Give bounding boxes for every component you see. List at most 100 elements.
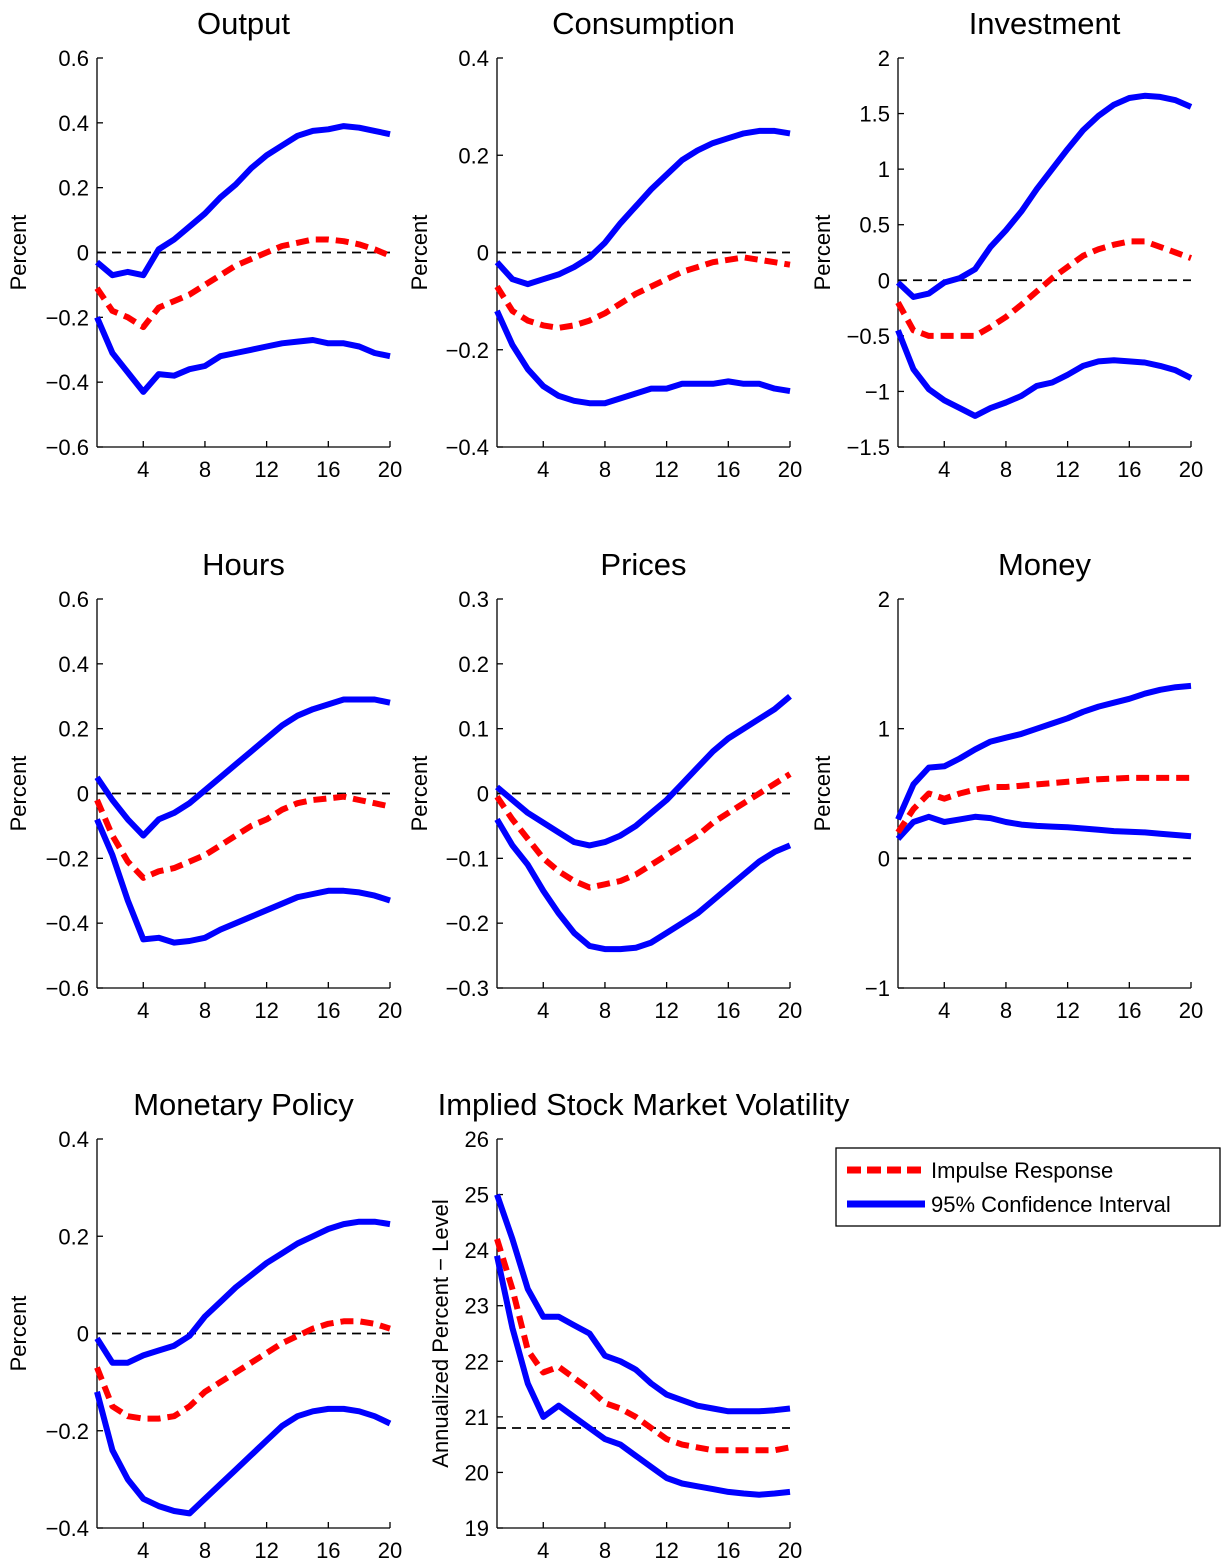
y-tick-label: 19 <box>465 1516 489 1541</box>
y-tick-label: 2 <box>878 46 890 71</box>
y-tick-label: 0 <box>77 782 89 807</box>
chart-title: Monetary Policy <box>133 1087 354 1122</box>
chart-prices: Prices Percent −0.3 −0.2 −0.1 0 0.1 0.2 0.3 4 8 12 1… <box>407 547 802 1023</box>
x-tick-label: 8 <box>599 998 611 1023</box>
y-tick-label: 0 <box>878 846 890 871</box>
x-tick-label: 4 <box>938 457 950 482</box>
y-tick-label: −0.4 <box>46 1516 89 1541</box>
y-tick-label: 26 <box>465 1127 489 1152</box>
x-tick-label: 8 <box>199 457 211 482</box>
y-axis-label: Percent <box>6 1296 31 1372</box>
confidence-lower-line <box>494 1255 791 1498</box>
x-tick-label: 16 <box>716 1538 740 1563</box>
confidence-upper-line <box>94 696 391 839</box>
y-tick-label: 0.2 <box>458 652 489 677</box>
x-tick-label: 16 <box>716 998 740 1023</box>
chart-title: Output <box>197 6 290 41</box>
x-tick-label: 4 <box>137 998 149 1023</box>
confidence-upper-line <box>895 682 1192 821</box>
x-tick-label: 4 <box>137 457 149 482</box>
y-axis-label: Percent <box>6 756 31 832</box>
y-tick-label: −0.2 <box>46 846 89 871</box>
y-axis-label: Percent <box>407 215 432 291</box>
y-tick-label: 1 <box>878 717 890 742</box>
y-tick-label: 0.6 <box>58 587 89 612</box>
y-tick-label: 24 <box>465 1238 489 1263</box>
x-tick-label: 16 <box>1117 457 1141 482</box>
y-tick-label: 25 <box>465 1183 489 1208</box>
x-tick-label: 8 <box>1000 457 1012 482</box>
x-tick-label: 20 <box>378 1538 402 1563</box>
x-tick-label: 4 <box>938 998 950 1023</box>
confidence-upper-line <box>95 123 391 279</box>
y-tick-label: 1 <box>878 157 890 182</box>
x-tick-label: 12 <box>1055 457 1079 482</box>
x-tick-label: 20 <box>378 998 402 1023</box>
y-axis-label: Annualized Percent − Level <box>428 1199 453 1467</box>
y-tick-label: −1 <box>865 379 890 404</box>
chart-monetary-policy: Monetary Policy Percent −0.4 −0.2 0 0.2 0.4 4 8 1… <box>6 1087 402 1563</box>
chart-hours: Hours Percent −0.6 −0.4 −0.2 0 0.2 0.4 0.6 4 8 12 16… <box>6 547 402 1023</box>
impulse-response-line <box>94 1318 391 1422</box>
y-tick-label: 1.5 <box>859 102 890 127</box>
y-tick-label: 0.4 <box>58 652 89 677</box>
x-tick-label: 8 <box>199 998 211 1023</box>
y-axis-label: Percent <box>810 215 835 291</box>
y-axis-label: Percent <box>810 756 835 832</box>
x-tick-label: 8 <box>599 1538 611 1563</box>
confidence-lower-line <box>895 813 1192 841</box>
legend: Impulse Response 95% Confidence Interval <box>835 1147 1221 1227</box>
x-tick-label: 12 <box>1055 998 1079 1023</box>
y-tick-label: 0 <box>878 268 890 293</box>
legend-impulse-label: Impulse Response <box>931 1158 1113 1183</box>
y-tick-label: 22 <box>465 1349 489 1374</box>
chart-title: Prices <box>600 547 686 582</box>
impulse-response-line <box>94 793 391 881</box>
y-tick-label: −0.2 <box>446 911 489 936</box>
confidence-lower-line <box>494 817 792 953</box>
confidence-upper-line <box>494 127 791 288</box>
y-tick-label: 0 <box>77 241 89 266</box>
y-tick-label: 2 <box>878 587 890 612</box>
x-tick-label: 8 <box>599 457 611 482</box>
x-tick-label: 16 <box>316 1538 340 1563</box>
y-tick-label: 0.4 <box>458 46 489 71</box>
y-tick-label: −0.6 <box>46 976 89 1001</box>
y-tick-label: −1 <box>865 976 890 1001</box>
chart-title: Money <box>998 547 1092 582</box>
confidence-lower-line <box>94 818 391 946</box>
x-tick-label: 20 <box>778 998 802 1023</box>
impulse-response-line <box>895 238 1193 339</box>
y-tick-label: 0.2 <box>58 176 89 201</box>
x-tick-label: 16 <box>1117 998 1141 1023</box>
y-tick-label: 21 <box>465 1405 489 1430</box>
x-tick-label: 16 <box>316 998 340 1023</box>
confidence-upper-line <box>895 92 1193 300</box>
legend-box <box>835 1147 1221 1227</box>
y-tick-label: −1.5 <box>847 435 890 460</box>
y-tick-label: −0.2 <box>446 338 489 363</box>
x-tick-label: 12 <box>654 457 678 482</box>
y-tick-label: 0.2 <box>58 717 89 742</box>
chart-title: Implied Stock Market Volatility <box>438 1087 850 1122</box>
x-tick-label: 20 <box>778 1538 802 1563</box>
confidence-lower-line <box>94 1391 392 1517</box>
x-tick-label: 4 <box>537 457 549 482</box>
confidence-upper-line <box>94 1218 391 1366</box>
y-tick-label: −0.6 <box>46 435 89 460</box>
y-tick-label: 0.4 <box>58 1127 89 1152</box>
y-axis-label: Percent <box>6 215 31 291</box>
y-tick-label: −0.4 <box>446 435 489 460</box>
x-tick-label: 12 <box>254 1538 278 1563</box>
confidence-lower-line <box>494 309 791 407</box>
chart-consumption: Consumption Percent −0.4 −0.2 0 0.2 0.4 4 8 12 16 2… <box>407 6 802 482</box>
x-tick-label: 8 <box>199 1538 211 1563</box>
confidence-lower-line <box>895 329 1193 419</box>
y-tick-label: −0.2 <box>46 305 89 330</box>
y-axis-label: Percent <box>407 756 432 832</box>
x-tick-label: 4 <box>537 998 549 1023</box>
y-tick-label: −0.1 <box>446 846 489 871</box>
y-tick-label: 0.1 <box>458 717 489 742</box>
